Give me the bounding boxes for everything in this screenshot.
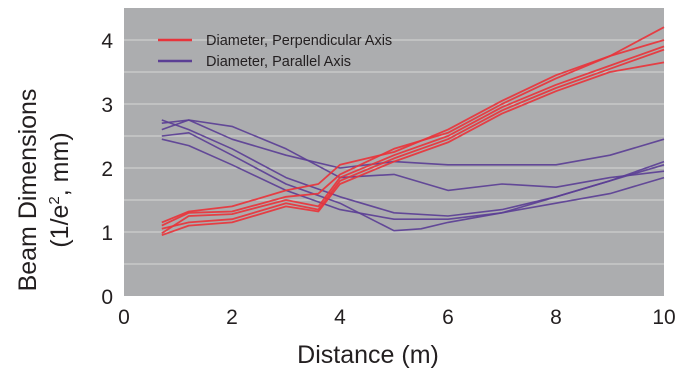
y-axis-title-line1: Beam Dimensions: [14, 89, 42, 292]
series-line-perpendicular: [161, 61, 665, 237]
y-tick-label: 4: [101, 30, 113, 53]
y-tick-label: 1: [101, 222, 113, 245]
series-layer: [161, 26, 665, 237]
series-line-perpendicular: [161, 48, 665, 230]
x-tick-label: 10: [652, 306, 675, 329]
series-line-parallel: [161, 132, 665, 232]
y-tick-label: 2: [101, 158, 113, 181]
series-line-perpendicular: [161, 39, 665, 227]
legend-label-parallel: Diameter, Parallel Axis: [206, 54, 351, 70]
x-axis-title: Distance (m): [297, 341, 439, 369]
x-tick-label: 4: [334, 306, 346, 329]
y-axis-title-line2: (1/e2, mm): [46, 132, 74, 247]
y-tick-labels: 0 1 2 3 4: [101, 30, 113, 309]
y-axis-title-suffix: , mm): [46, 132, 74, 196]
x-tick-labels: 0 2 4 6 8 10: [118, 306, 676, 329]
series-line-parallel: [161, 138, 665, 220]
y-axis-title-units: (1/e2, mm): [46, 132, 74, 247]
legend: Diameter, Perpendicular Axis Diameter, P…: [158, 33, 392, 70]
legend-label-perpendicular: Diameter, Perpendicular Axis: [206, 33, 392, 49]
series-line-perpendicular: [161, 45, 665, 235]
y-tick-label: 0: [101, 286, 113, 309]
x-tick-label: 6: [442, 306, 454, 329]
x-tick-label: 2: [226, 306, 238, 329]
y-tick-label: 3: [101, 94, 113, 117]
y-axis-title-prefix: (1/e: [46, 205, 74, 248]
series-line-parallel: [161, 119, 665, 192]
gridlines: [124, 39, 664, 265]
x-tick-label: 8: [550, 306, 562, 329]
x-tick-label: 0: [118, 306, 130, 329]
y-axis-title-superscript: 2: [46, 196, 63, 204]
series-line-perpendicular: [161, 26, 665, 224]
y-axis-title: Beam Dimensions: [14, 89, 42, 292]
